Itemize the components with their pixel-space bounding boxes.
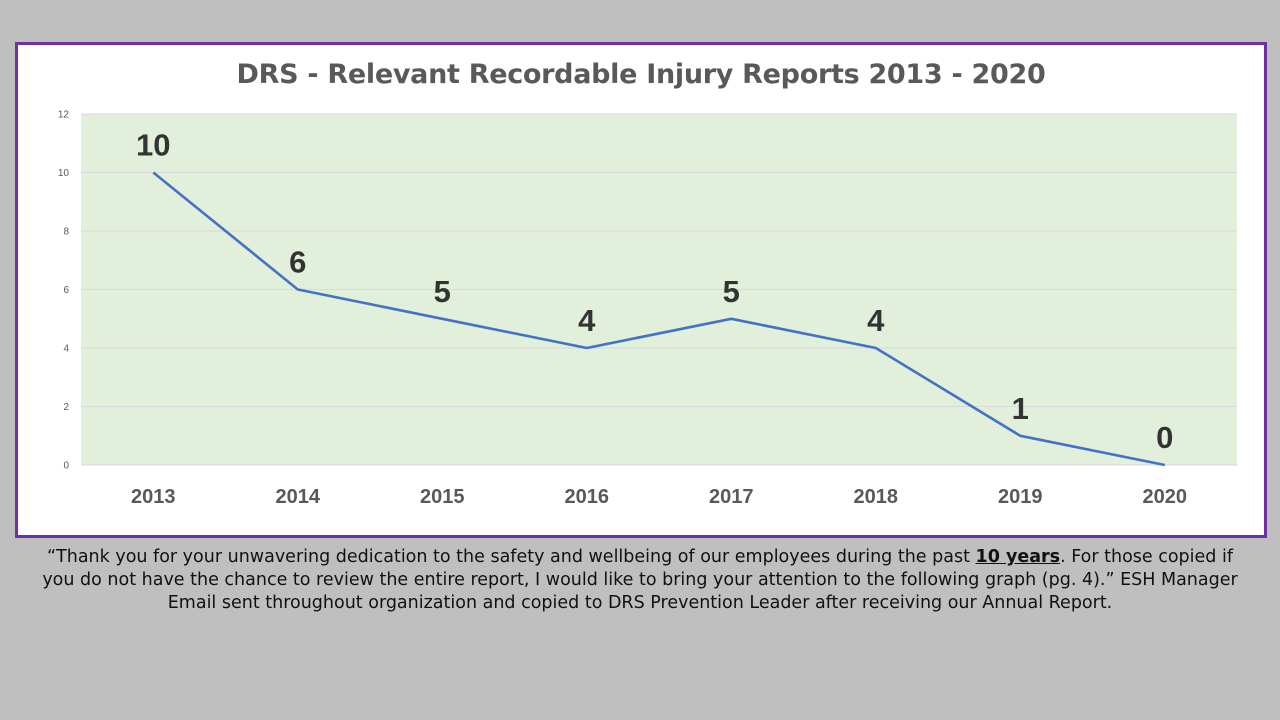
x-tick-label: 2020 [1143, 486, 1188, 508]
x-tick-label: 2016 [565, 486, 610, 508]
x-tick-label: 2018 [854, 486, 899, 508]
x-tick-label: 2014 [276, 486, 321, 508]
chart-frame: DRS - Relevant Recordable Injury Reports… [15, 42, 1267, 538]
x-tick-label: 2015 [420, 486, 465, 508]
caption-text-start: “Thank you for your unwavering dedicatio… [46, 547, 976, 567]
data-label: 0 [1156, 420, 1173, 455]
y-tick-label: 2 [63, 402, 69, 413]
y-tick-label: 10 [58, 168, 70, 179]
quote-caption: “Thank you for your unwavering dedicatio… [40, 546, 1240, 615]
data-label: 6 [289, 245, 306, 280]
y-tick-label: 8 [63, 227, 69, 238]
data-label: 5 [723, 274, 740, 309]
y-tick-label: 4 [63, 344, 69, 355]
caption-text-end: . For those copied if you do not have th… [42, 547, 1238, 613]
caption-emphasis: 10 years [975, 547, 1061, 567]
y-tick-label: 0 [63, 461, 69, 472]
data-label: 4 [578, 303, 596, 338]
data-label: 4 [867, 303, 885, 338]
x-tick-label: 2019 [998, 486, 1043, 508]
y-tick-label: 12 [58, 110, 70, 121]
data-label: 5 [434, 274, 451, 309]
y-tick-label: 6 [63, 285, 69, 296]
data-label: 10 [136, 128, 170, 163]
x-tick-label: 2013 [131, 486, 176, 508]
data-label: 1 [1012, 391, 1029, 426]
x-tick-label: 2017 [709, 486, 754, 508]
series-line [152, 171, 1166, 467]
chart-title: DRS - Relevant Recordable Injury Reports… [236, 59, 1046, 90]
